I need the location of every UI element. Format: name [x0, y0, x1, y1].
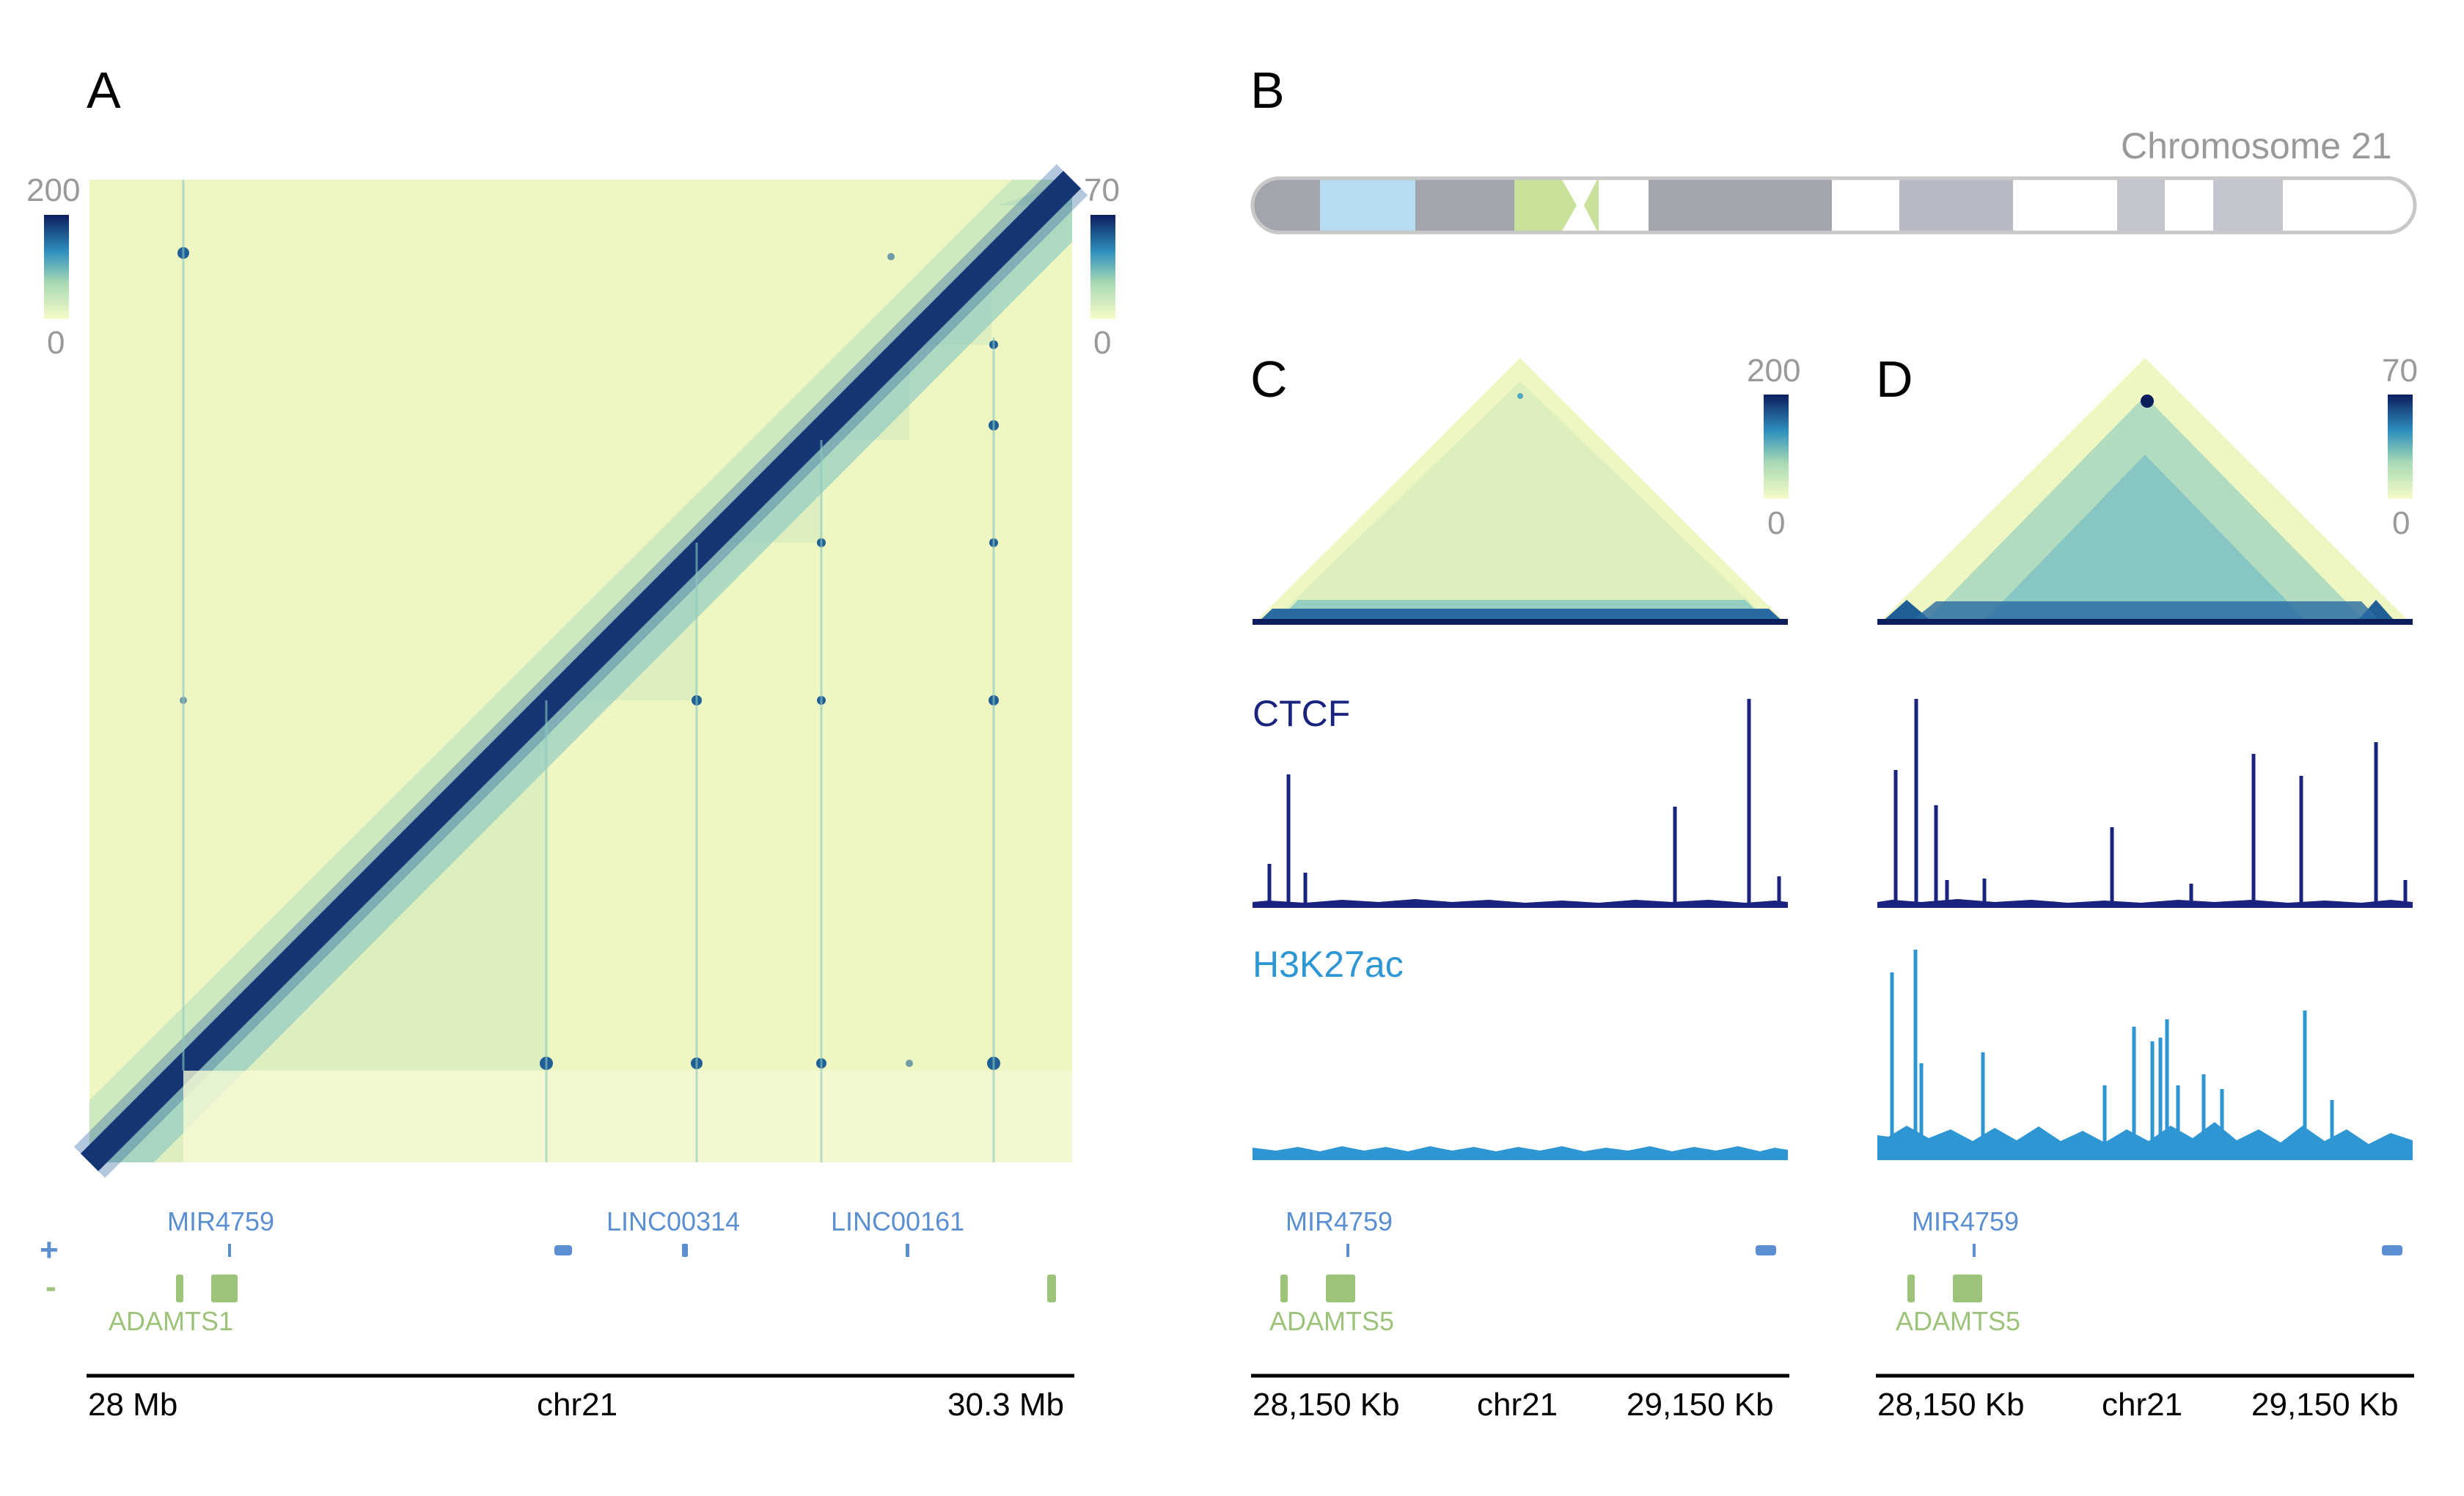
band-p-arm-1: [1254, 180, 1320, 231]
heatmap-a: [73, 164, 1088, 1178]
gene-track-c: [1251, 1244, 1789, 1378]
gene-label-mir4759-a: MIR4759: [167, 1206, 275, 1236]
panel-label-a: A: [87, 62, 121, 119]
axis-c-right: 29,150 Kb: [1627, 1387, 1774, 1423]
gene-minus-adamts1-b: [211, 1275, 238, 1302]
ctcf-peaks-d: [1893, 699, 2408, 905]
scale-a-right-max: 70: [1084, 172, 1120, 208]
band-centromere-2: [1584, 180, 1599, 231]
gene-label-adamts5-c: ADAMTS5: [1269, 1306, 1395, 1336]
panel-label-b: B: [1250, 62, 1285, 119]
ctcf-track-d: [1877, 699, 2413, 908]
triangle-heatmap-d: [1877, 358, 2413, 625]
gene-label-mir4759-d: MIR4759: [1912, 1206, 2020, 1236]
axis-c-center: chr21: [1477, 1387, 1558, 1423]
chromosome-ideogram: [1250, 176, 2417, 235]
colorbar-d: [2388, 395, 2413, 499]
gene-label-adamts5-d: ADAMTS5: [1896, 1306, 2021, 1336]
gene-plus-linc00314: [682, 1244, 688, 1257]
strand-plus-label: +: [40, 1232, 59, 1268]
gene-plus-linc00161: [906, 1244, 909, 1257]
axis-a-left: 28 Mb: [88, 1387, 178, 1423]
panel-label-d: D: [1876, 351, 1913, 408]
gene-plus-a1: [554, 1245, 572, 1255]
colorbar-a-right: [1090, 215, 1115, 319]
band-q-2: [1899, 180, 2013, 231]
colorbar-c: [1764, 395, 1789, 499]
triangle-heatmap-c: [1253, 358, 1788, 625]
axis-d-right: 29,150 Kb: [2251, 1387, 2399, 1423]
h3k27ac-peaks-d: [1890, 950, 2334, 1155]
band-p-arm-2: [1320, 180, 1415, 231]
axis-d-left: 28,150 Kb: [1877, 1387, 2025, 1423]
gene-minus-adamts1-a: [176, 1275, 183, 1302]
axis-c-left: 28,150 Kb: [1253, 1387, 1400, 1423]
band-p-arm-3: [1415, 180, 1514, 231]
h3k27ac-track-c: [1253, 1146, 1788, 1160]
gene-plus-mir4759: [228, 1244, 231, 1257]
axis-a-right: 30.3 Mb: [947, 1387, 1064, 1423]
axis-a-center: chr21: [537, 1387, 618, 1423]
gene-track-a: [87, 1244, 1074, 1378]
gene-label-mir4759-c: MIR4759: [1286, 1206, 1393, 1236]
panel-label-c: C: [1250, 351, 1288, 408]
gene-minus-a-end: [1047, 1275, 1056, 1302]
h3k27ac-track-d: [1877, 950, 2413, 1160]
band-centromere: [1514, 180, 1577, 231]
scale-a-right-min: 0: [1093, 325, 1112, 361]
band-q-3: [2117, 180, 2165, 231]
boundary-stripes: [182, 180, 995, 1162]
strand-minus-label: -: [45, 1269, 56, 1305]
axis-d-center: chr21: [2102, 1387, 2183, 1423]
band-q-4: [2213, 180, 2283, 231]
gene-label-adamts1: ADAMTS1: [109, 1306, 234, 1336]
track-name-h3k27ac: H3K27ac: [1253, 944, 1404, 985]
band-q-1: [1649, 180, 1832, 231]
ctcf-track-c: [1253, 699, 1788, 908]
scale-a-left-min: 0: [47, 325, 65, 361]
gene-label-linc00161: LINC00161: [831, 1206, 965, 1236]
track-name-ctcf: CTCF: [1253, 693, 1351, 734]
ctcf-peaks-c: [1267, 699, 1781, 905]
gene-label-linc00314: LINC00314: [606, 1206, 741, 1236]
scale-d-min: 0: [2392, 505, 2410, 541]
scale-a-left-max: 200: [26, 172, 81, 208]
chromosome-title: Chromosome 21: [2121, 125, 2392, 166]
colorbar-a-left: [44, 215, 69, 319]
heatmap-a-sparse-region: [183, 1071, 1072, 1162]
scale-d-max: 70: [2382, 353, 2418, 389]
gene-track-d: [1876, 1244, 2414, 1378]
scale-c-min: 0: [1767, 505, 1786, 541]
heatmap-diagonal: [80, 170, 1082, 1172]
scale-c-max: 200: [1747, 353, 1801, 389]
